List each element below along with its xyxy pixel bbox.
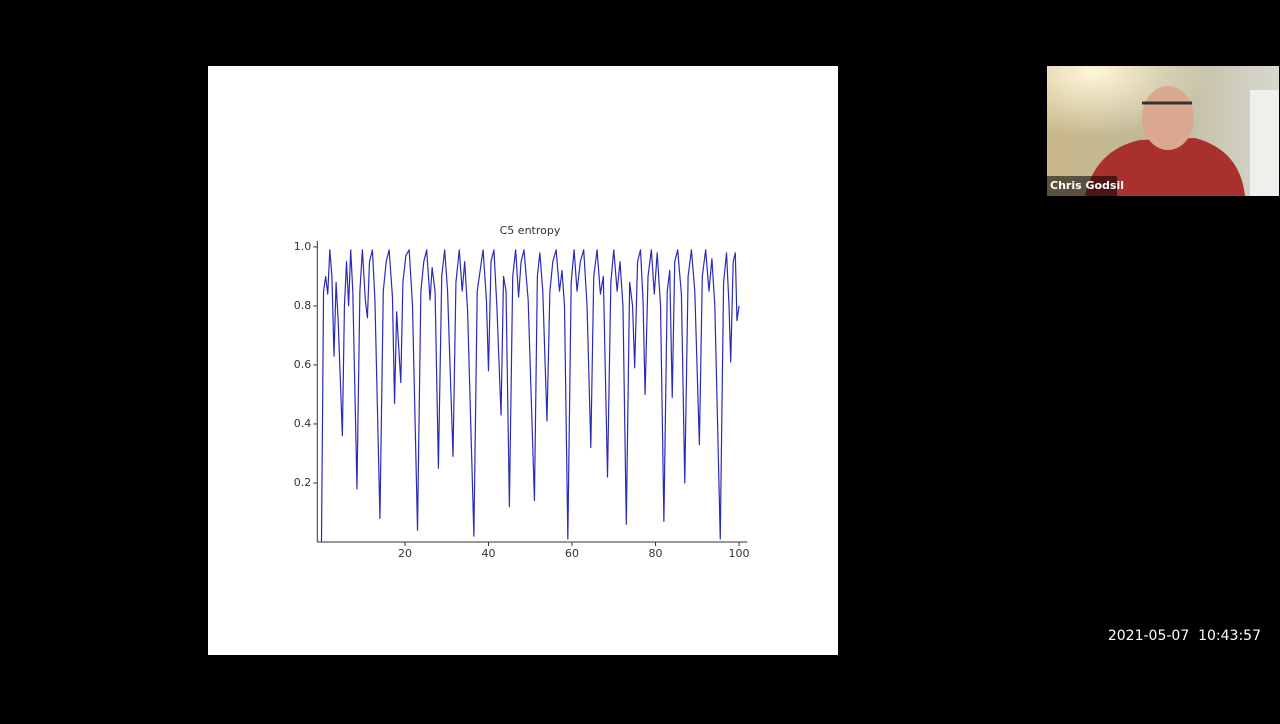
y-tick-label: 1.0 — [294, 240, 312, 253]
x-tick-label: 100 — [729, 547, 750, 560]
person-body — [1085, 138, 1245, 196]
x-tick-label: 20 — [398, 547, 412, 560]
y-tick-label: 0.6 — [294, 358, 312, 371]
name-tag — [1047, 176, 1117, 196]
x-tick-label: 40 — [482, 547, 496, 560]
chart-title: C5 entropy — [500, 224, 561, 237]
y-tick-label: 0.2 — [294, 476, 312, 489]
webcam: Chris Godsil — [1047, 66, 1279, 196]
x-tick-label: 60 — [565, 547, 579, 560]
y-tick-label: 0.8 — [294, 299, 312, 312]
slide — [208, 66, 838, 655]
window — [1250, 90, 1279, 196]
y-tick-label: 0.4 — [294, 417, 312, 430]
participant-name: Chris Godsil — [1050, 179, 1124, 192]
x-tick-label: 80 — [649, 547, 663, 560]
data-line — [320, 249, 740, 543]
timestamp: 2021-05-07 10:43:57 — [1108, 628, 1261, 644]
person-head — [1142, 86, 1194, 150]
